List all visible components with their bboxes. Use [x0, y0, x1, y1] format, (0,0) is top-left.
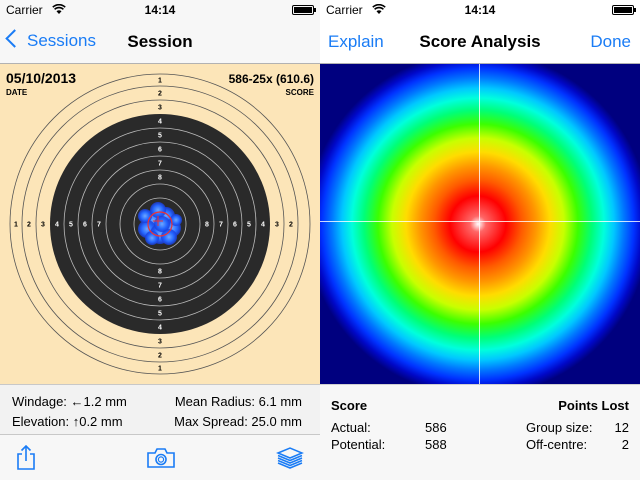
- back-button-sessions[interactable]: Sessions: [5, 29, 96, 51]
- navigation-bar: Sessions Session: [0, 20, 320, 64]
- ring-label-right-2: 6: [233, 222, 237, 229]
- ring-label-bottom-0: 8: [158, 269, 162, 276]
- ring-label-right-6: 2: [289, 222, 293, 229]
- ring-label-left-6: 7: [97, 222, 101, 229]
- elevation-label: Elevation:: [12, 414, 70, 429]
- max-spread-stat: Max Spread: 25.0 mm: [174, 414, 302, 429]
- vertical-crosshair: [479, 64, 480, 384]
- actual-value: 586: [425, 420, 447, 435]
- ring-label-left-4: 5: [69, 222, 73, 229]
- off-centre-value: 2: [621, 437, 629, 452]
- ring-label-bottom-6: 2: [158, 353, 162, 360]
- back-button-label: Sessions: [27, 31, 96, 50]
- ring-label-bottom-1: 7: [158, 283, 162, 290]
- ring-label-bottom-4: 4: [158, 325, 162, 332]
- potential-value: 588: [425, 437, 447, 452]
- battery-icon: [612, 5, 636, 15]
- ring-label-top-5: 6: [158, 147, 162, 154]
- battery-icon: [292, 5, 316, 15]
- ring-label-left-5: 6: [83, 222, 87, 229]
- ring-label-top-4: 5: [158, 133, 162, 140]
- group-center-crosshair: [153, 216, 163, 226]
- done-button[interactable]: Done: [590, 32, 631, 51]
- explain-button[interactable]: Explain: [328, 32, 384, 51]
- score-label: SCORE: [285, 88, 314, 97]
- ring-label-top-3: 4: [158, 119, 162, 126]
- ring-label-right-3: 5: [247, 222, 251, 229]
- ring-label-left-3: 4: [55, 222, 59, 229]
- status-time-right: 14:14: [464, 3, 496, 17]
- ring-label-right-0: 8: [205, 222, 209, 229]
- share-icon[interactable]: [16, 444, 36, 476]
- ring-label-top-1: 2: [158, 91, 162, 98]
- status-bar: Carrier 14:14: [0, 0, 320, 20]
- carrier-label: Carrier: [6, 3, 43, 17]
- off-centre-label: Off-centre:: [526, 437, 588, 452]
- score-heatmap: [320, 64, 640, 384]
- page-title-right: Score Analysis: [419, 32, 541, 51]
- ring-label-top-0: 1: [158, 78, 162, 85]
- actual-label: Actual:: [331, 420, 371, 435]
- mean-radius-stat: Mean Radius: 6.1 mm: [174, 394, 302, 409]
- center-ring: [147, 211, 173, 237]
- ring-label-top-6: 7: [158, 161, 162, 168]
- wifi-icon: [372, 3, 386, 18]
- session-score: 586-25x (610.6): [228, 72, 314, 86]
- points-lost-header: Points Lost: [558, 398, 629, 413]
- ring-label-top-7: 8: [158, 175, 162, 182]
- ring-label-right-5: 3: [275, 222, 279, 229]
- status-bar-right: Carrier 14:14: [320, 0, 640, 20]
- ring-label-left-1: 2: [27, 222, 31, 229]
- session-screen: Carrier 14:14 Sessions Session: [0, 0, 320, 480]
- target-view[interactable]: 1 8 2 7 3 6 4 5 5 4 6 3 7 2 8 1 1 2 3 4 5 6 7 8 7 6 5 4 3 2 05/10/20…: [0, 64, 320, 384]
- windage-value: 1.2 mm: [83, 394, 127, 409]
- ring-label-left-0: 1: [14, 222, 18, 229]
- elevation-value: 0.2 mm: [79, 414, 123, 429]
- session-date: 05/10/2013: [6, 70, 77, 86]
- ring-label-bottom-7: 1: [158, 366, 162, 373]
- score-analysis-screen: Carrier 14:14 Explain Score Analysis Don…: [320, 0, 640, 480]
- elevation-stat: Elevation: ↑0.2 mm: [12, 414, 123, 429]
- group-size-label: Group size:: [526, 420, 593, 435]
- arrow-up-icon: ↑: [72, 414, 80, 429]
- ring-label-top-2: 3: [158, 105, 162, 112]
- windage-stat: Windage: ←1.2 mm: [12, 394, 127, 409]
- ring-label-bottom-3: 5: [158, 311, 162, 318]
- carrier-label-right: Carrier: [326, 3, 363, 17]
- ring-label-bottom-2: 6: [158, 297, 162, 304]
- status-time: 14:14: [144, 3, 176, 17]
- windage-label: Windage:: [12, 394, 67, 409]
- group-size-value: 12: [614, 420, 629, 435]
- potential-label: Potential:: [331, 437, 386, 452]
- date-label: DATE: [6, 88, 28, 97]
- ring-label-bottom-5: 3: [158, 339, 162, 346]
- score-header: Score: [331, 398, 368, 413]
- layers-icon[interactable]: [276, 447, 304, 474]
- wifi-icon: [52, 3, 66, 18]
- horizontal-crosshair: [320, 221, 640, 222]
- ring-label-right-1: 7: [219, 222, 223, 229]
- ring-label-right-4: 4: [261, 222, 265, 229]
- bottom-toolbar: [0, 434, 320, 480]
- shot-statistics: Windage: ←1.2 mm Elevation: ↑0.2 mm Mean…: [0, 384, 320, 435]
- score-analysis-panel: Score Points Lost Actual: 586 Potential:…: [320, 384, 640, 480]
- arrow-left-icon: ←: [70, 394, 84, 409]
- heatmap-gradient: [320, 64, 640, 384]
- target-graphic: 1 8 2 7 3 6 4 5 5 4 6 3 7 2 8 1 1 2 3 4 5 6 7 8 7 6 5 4 3 2: [9, 73, 311, 375]
- ring-label-left-2: 3: [41, 222, 45, 229]
- page-title: Session: [127, 32, 193, 51]
- navigation-bar-right: Explain Score Analysis Done: [320, 20, 640, 64]
- camera-icon[interactable]: [146, 447, 176, 474]
